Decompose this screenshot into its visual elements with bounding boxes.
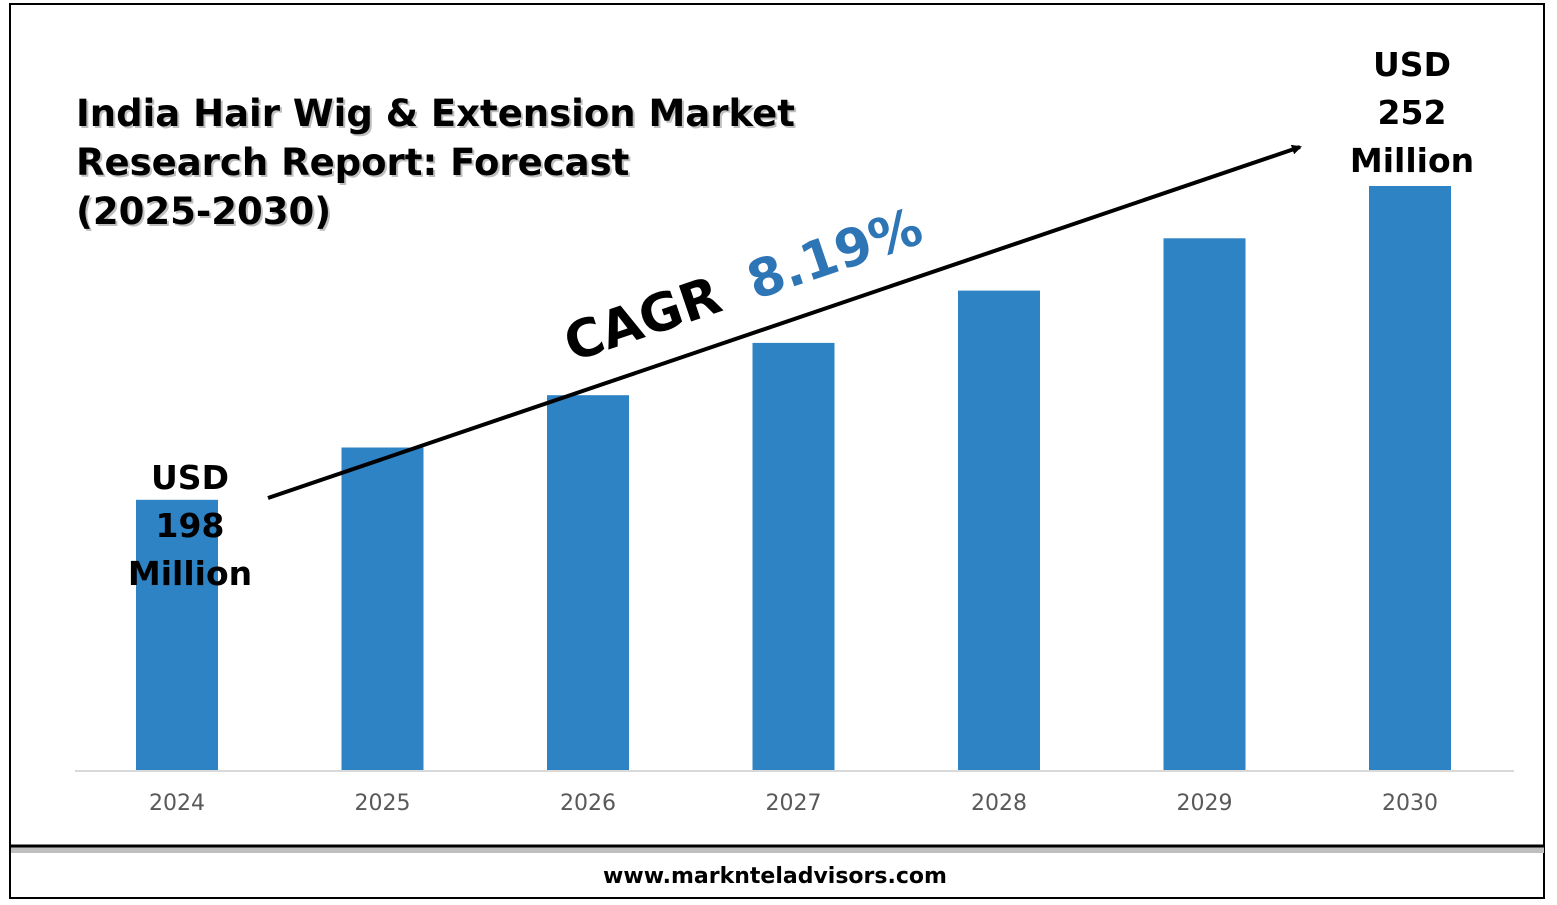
chart-title-line-2: Research Report: Forecast <box>76 141 629 184</box>
trend-arrow <box>267 144 1302 500</box>
bars-group <box>136 186 1451 771</box>
bar-2026 <box>547 395 629 770</box>
bar-2030 <box>1369 186 1451 770</box>
footer-url[interactable]: www.marknteladvisors.com <box>603 864 947 889</box>
end-value-label: USD 252 Million <box>1350 45 1474 180</box>
chart-title-line-3: (2025-2030) <box>76 190 331 233</box>
chart-title: India Hair Wig & Extension Market Resear… <box>76 92 797 235</box>
cagr-label: CAGR <box>557 266 729 375</box>
bar-2029 <box>1163 238 1246 771</box>
start-value-label: USD 198 Million <box>128 458 252 593</box>
x-tick-label-2026: 2026 <box>560 791 616 816</box>
end-label-line-1: USD <box>1373 45 1451 84</box>
chart-title-shadow-1: India Hair Wig & Extension Market <box>78 94 797 137</box>
cagr-value: 8.19% <box>740 197 930 312</box>
bar-2025 <box>341 447 424 770</box>
bar-2024 <box>136 499 218 770</box>
chart-title-shadow-3: (2025-2030) <box>78 192 333 235</box>
x-tick-label-2024: 2024 <box>149 791 205 816</box>
chart-title-line-1: India Hair Wig & Extension Market <box>76 92 795 135</box>
bar-2027 <box>752 342 835 770</box>
x-tick-label-2027: 2027 <box>766 791 822 816</box>
x-tick-label-2028: 2028 <box>971 791 1027 816</box>
start-label-line-3: Million <box>128 554 252 593</box>
x-tick-label-2025: 2025 <box>355 791 411 816</box>
start-label-line-2: 198 <box>156 506 225 545</box>
x-tick-label-2029: 2029 <box>1177 791 1233 816</box>
x-tick-labels: 2024 2025 2026 2027 2028 2029 2030 <box>149 791 1438 816</box>
end-label-line-3: Million <box>1350 141 1474 180</box>
bar-2028 <box>958 290 1040 770</box>
x-tick-label-2030: 2030 <box>1382 791 1438 816</box>
start-label-line-1: USD <box>151 458 229 497</box>
chart-title-shadow-2: Research Report: Forecast <box>78 143 631 186</box>
end-label-line-2: 252 <box>1378 93 1447 132</box>
cagr-annotation: CAGR 8.19% <box>557 197 930 374</box>
